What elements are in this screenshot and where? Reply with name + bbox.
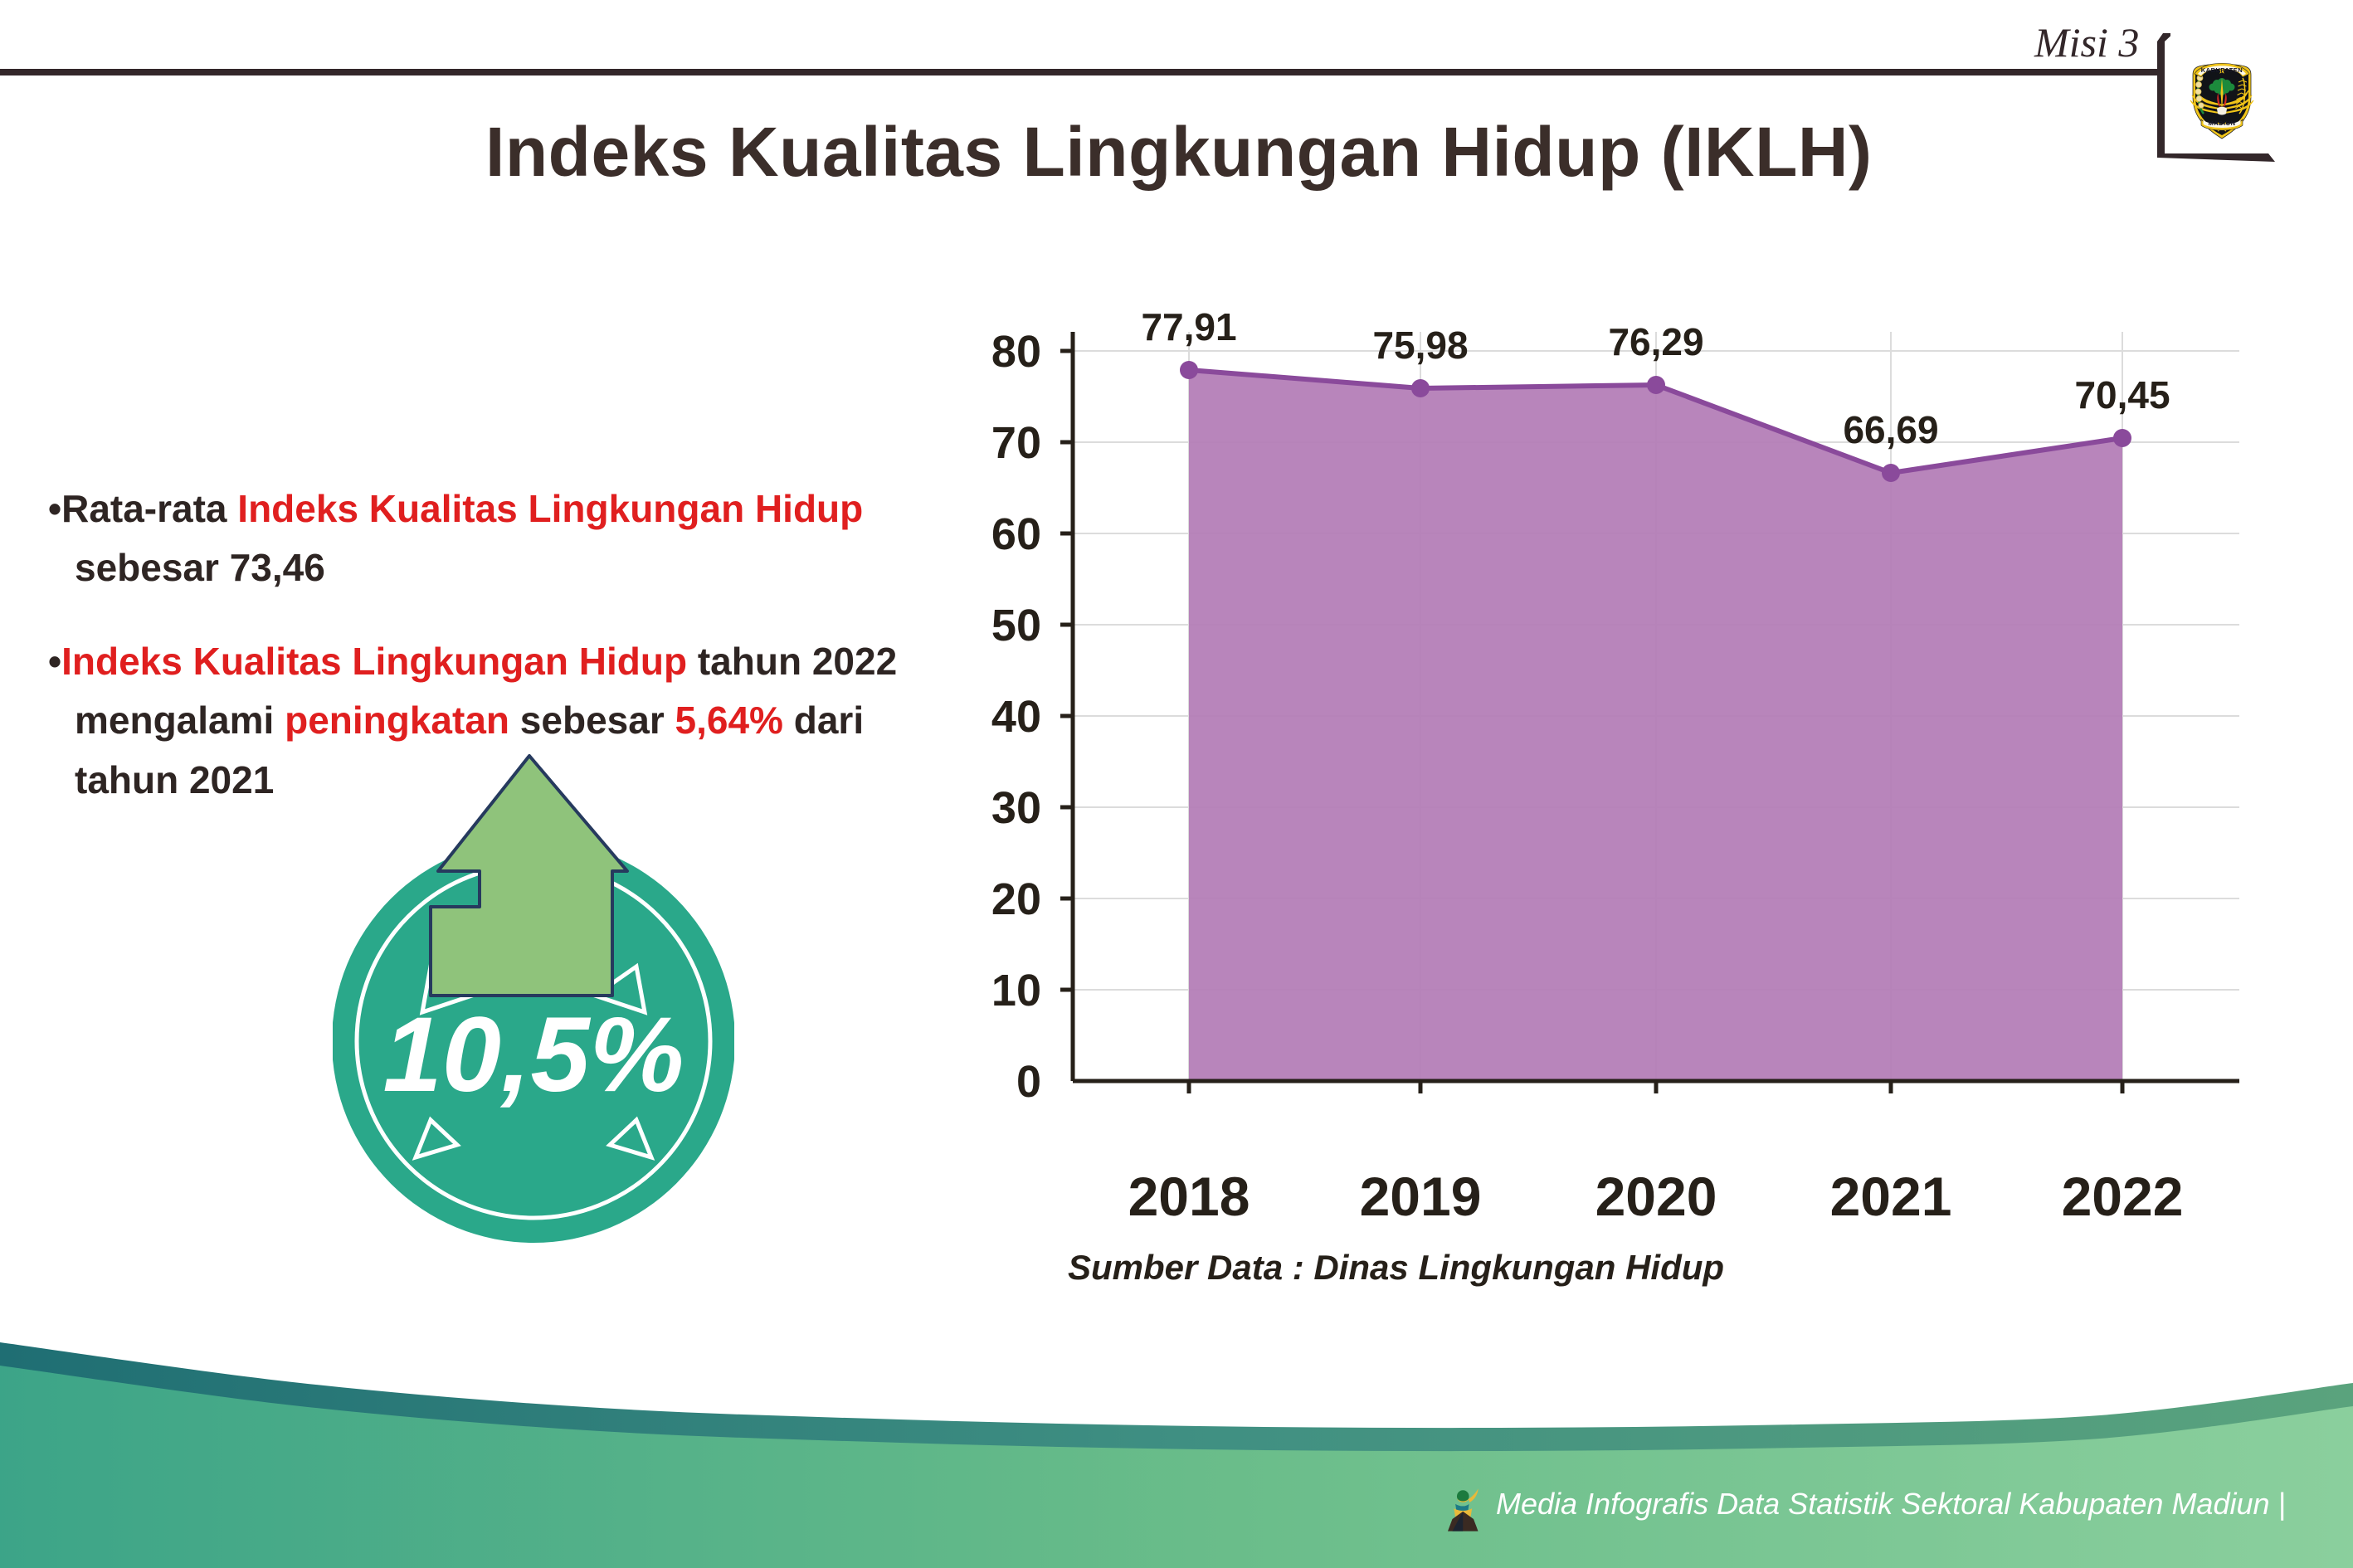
svg-text:50: 50 bbox=[991, 601, 1041, 650]
svg-text:60: 60 bbox=[991, 509, 1041, 559]
svg-text:Sumber Data : Dinas Lingkungan: Sumber Data : Dinas Lingkungan Hidup bbox=[1068, 1248, 1724, 1287]
svg-text:40: 40 bbox=[991, 692, 1041, 742]
svg-text:70,45: 70,45 bbox=[2074, 373, 2170, 416]
svg-text:10: 10 bbox=[991, 966, 1041, 1015]
svg-text:80: 80 bbox=[991, 327, 1041, 377]
svg-text:2019: 2019 bbox=[1360, 1166, 1482, 1227]
svg-text:2018: 2018 bbox=[1128, 1166, 1250, 1227]
svg-text:2020: 2020 bbox=[1595, 1166, 1717, 1227]
svg-text:70: 70 bbox=[991, 418, 1041, 468]
svg-text:30: 30 bbox=[991, 783, 1041, 833]
svg-text:20: 20 bbox=[991, 874, 1041, 924]
svg-text:2021: 2021 bbox=[1830, 1166, 1952, 1227]
svg-text:0: 0 bbox=[1016, 1057, 1041, 1107]
svg-text:76,29: 76,29 bbox=[1608, 320, 1703, 363]
svg-text:77,91: 77,91 bbox=[1141, 305, 1236, 348]
svg-text:10,5%: 10,5% bbox=[383, 996, 684, 1114]
svg-text:75,98: 75,98 bbox=[1372, 324, 1468, 367]
svg-text:66,69: 66,69 bbox=[1843, 408, 1938, 451]
svg-text:2022: 2022 bbox=[2062, 1166, 2184, 1227]
